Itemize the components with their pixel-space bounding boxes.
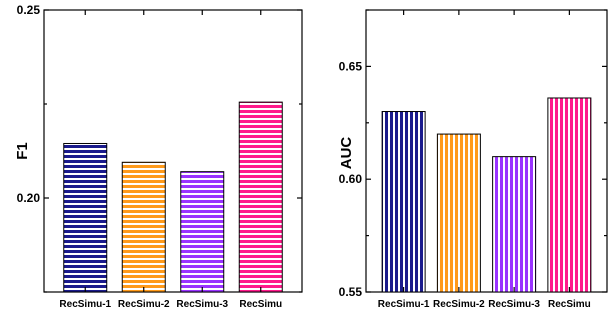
auc-chart-panel: AUC 0.550.600.65 RecSimu-1 RecSimu-2 RecSi… — [338, 9, 608, 310]
auc-y-axis-title: AUC — [338, 137, 355, 170]
auc-y-tick-label: 0.55 — [339, 285, 363, 299]
auc-category-label: RecSimu-3 — [488, 299, 540, 310]
auc-bars — [381, 97, 592, 293]
auc-plot-frame — [365, 9, 608, 293]
f1-category-label: RecSimu-2 — [118, 299, 170, 310]
auc-bar-recsimu-2 — [437, 134, 481, 292]
auc-category-label: RecSimu — [548, 299, 591, 310]
f1-bar-recsimu-1 — [63, 143, 107, 292]
auc-category-labels: RecSimu-1 RecSimu-2 RecSimu-3 RecSimu — [378, 10, 591, 310]
auc-bar-recsimu-1 — [382, 111, 426, 293]
auc-bar-recsimu — [547, 97, 591, 292]
auc-y-ticks: 0.55 0.60 0.65 — [339, 9, 607, 299]
f1-bars — [63, 101, 283, 293]
f1-y-ticks: 0.20 0.25 — [17, 3, 302, 293]
auc-y-tick-label: 0.65 — [339, 59, 363, 73]
auc-bar-recsimu-3 — [492, 156, 536, 292]
f1-chart-panel: F1 0.200.25 RecSimu-1 RecSimu-2 RecSimu-3 R… — [14, 3, 303, 310]
auc-category-label: RecSimu-1 — [378, 299, 430, 310]
f1-y-tick-label: 0.25 — [17, 3, 41, 17]
f1-plot-frame — [43, 9, 303, 293]
f1-bar-recsimu-2 — [122, 162, 166, 292]
auc-y-tick-label: 0.60 — [339, 172, 363, 186]
f1-y-tick-label: 0.20 — [17, 191, 41, 205]
f1-y-axis-title: F1 — [14, 142, 31, 160]
f1-category-labels: RecSimu-1 RecSimu-2 RecSimu-3 RecSimu — [59, 10, 282, 310]
f1-bar-recsimu — [239, 102, 283, 293]
f1-category-label: RecSimu — [239, 299, 282, 310]
auc-category-label: RecSimu-2 — [433, 299, 485, 310]
f1-category-label: RecSimu-3 — [176, 299, 228, 310]
f1-bar-recsimu-3 — [180, 171, 224, 292]
f1-category-label: RecSimu-1 — [59, 299, 111, 310]
